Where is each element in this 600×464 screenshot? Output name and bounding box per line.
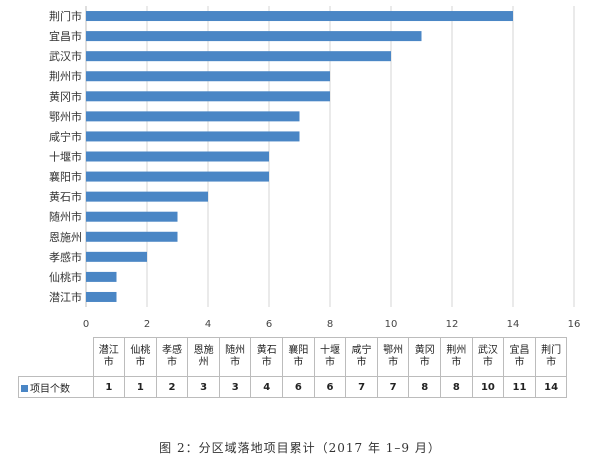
table-value-cell: 3 xyxy=(187,376,220,398)
table-value-cell: 7 xyxy=(376,376,410,398)
bar xyxy=(86,171,269,182)
bar xyxy=(86,151,269,162)
bar xyxy=(86,191,208,202)
table-header-cell: 仙桃 市 xyxy=(124,337,157,377)
bar xyxy=(86,11,513,22)
x-tick-label: 4 xyxy=(205,319,211,330)
category-label: 孝感市 xyxy=(49,250,82,264)
bar xyxy=(86,271,117,282)
x-axis-ticks: 0 2 4 6 8 10 12 14 16 xyxy=(83,319,581,330)
x-tick-label: 12 xyxy=(446,319,459,330)
category-label: 鄂州市 xyxy=(49,109,82,123)
table-header-cell: 武汉 市 xyxy=(471,337,505,377)
table-header-cell: 十堰 市 xyxy=(313,337,347,377)
table-header-cell: 潜江 市 xyxy=(92,337,126,377)
series-name: 项目个数 xyxy=(30,383,70,395)
bar xyxy=(86,71,330,82)
table-header-row: 潜江 市仙桃 市孝感 市恩施 州随州 市黄石 市襄阳 市十堰 市咸宁 市鄂州 市… xyxy=(18,337,568,377)
bar xyxy=(86,231,178,242)
table-row: 项目个数 1 1 2 3 3 4 6 6 7 7 8 8 10 11 14 xyxy=(18,376,568,398)
table-value-cell: 10 xyxy=(471,376,505,398)
category-label: 十堰市 xyxy=(49,150,82,164)
bar xyxy=(86,111,300,122)
bar xyxy=(86,131,300,142)
category-label: 黄石市 xyxy=(49,190,82,204)
bar xyxy=(86,211,178,222)
table-header-cell: 恩施 州 xyxy=(187,337,220,377)
table-header-cell: 襄阳 市 xyxy=(282,337,315,377)
table-value-cell: 3 xyxy=(218,376,252,398)
table-header-cell: 鄂州 市 xyxy=(376,337,410,377)
table-corner xyxy=(18,337,94,377)
table-header-cell: 孝感 市 xyxy=(155,337,189,377)
table-value-cell: 1 xyxy=(124,376,157,398)
table-value-cell: 6 xyxy=(282,376,315,398)
bars xyxy=(86,11,513,302)
table-header-cell: 咸宁 市 xyxy=(345,337,378,377)
table-header-cell: 荆州 市 xyxy=(440,337,473,377)
table-value-cell: 8 xyxy=(440,376,473,398)
x-tick-label: 8 xyxy=(327,319,333,330)
table-value-cell: 11 xyxy=(503,376,536,398)
category-label: 襄阳市 xyxy=(49,170,82,184)
table-value-cell: 1 xyxy=(92,376,126,398)
x-tick-label: 16 xyxy=(568,319,581,330)
bar xyxy=(86,251,147,262)
table-header-cell: 荆门 市 xyxy=(534,337,568,377)
x-tick-label: 10 xyxy=(385,319,398,330)
figure-caption: 图 2：分区域落地项目累计（2017 年 1–9 月） xyxy=(159,441,441,455)
legend-swatch xyxy=(21,385,28,392)
category-label: 武汉市 xyxy=(49,49,82,63)
category-label: 宜昌市 xyxy=(49,29,82,43)
table-value-cell: 8 xyxy=(408,376,442,398)
table-value-cell: 2 xyxy=(155,376,189,398)
category-label: 随州市 xyxy=(49,210,82,224)
bar xyxy=(86,91,330,102)
bar xyxy=(86,31,422,42)
table-value-cell: 6 xyxy=(313,376,347,398)
x-tick-label: 0 xyxy=(83,319,89,330)
category-label: 黄冈市 xyxy=(49,89,82,103)
series-label-cell: 项目个数 xyxy=(18,376,94,398)
table-header-cell: 宜昌 市 xyxy=(503,337,536,377)
data-table: 潜江 市仙桃 市孝感 市恩施 州随州 市黄石 市襄阳 市十堰 市咸宁 市鄂州 市… xyxy=(18,337,568,398)
table-value-cell: 14 xyxy=(534,376,568,398)
category-label: 潜江市 xyxy=(49,290,82,304)
category-label: 荆门市 xyxy=(49,9,82,23)
bar xyxy=(86,51,391,62)
table-header-cell: 随州 市 xyxy=(218,337,252,377)
table-header-cell: 黄石 市 xyxy=(250,337,284,377)
x-tick-label: 6 xyxy=(266,319,272,330)
table-header-cell: 黄冈 市 xyxy=(408,337,442,377)
category-label: 咸宁市 xyxy=(49,129,82,143)
category-label: 荆州市 xyxy=(49,69,82,83)
bar-chart: 荆门市宜昌市武汉市荆州市黄冈市鄂州市咸宁市十堰市襄阳市黄石市随州市恩施州孝感市仙… xyxy=(49,6,581,330)
table-value-cell: 4 xyxy=(250,376,284,398)
category-label: 仙桃市 xyxy=(49,270,82,284)
category-label: 恩施州 xyxy=(49,231,82,244)
x-tick-label: 2 xyxy=(144,319,150,330)
bar xyxy=(86,291,117,302)
table-value-cell: 7 xyxy=(345,376,378,398)
category-labels: 荆门市宜昌市武汉市荆州市黄冈市鄂州市咸宁市十堰市襄阳市黄石市随州市恩施州孝感市仙… xyxy=(49,9,82,304)
x-tick-label: 14 xyxy=(507,319,520,330)
